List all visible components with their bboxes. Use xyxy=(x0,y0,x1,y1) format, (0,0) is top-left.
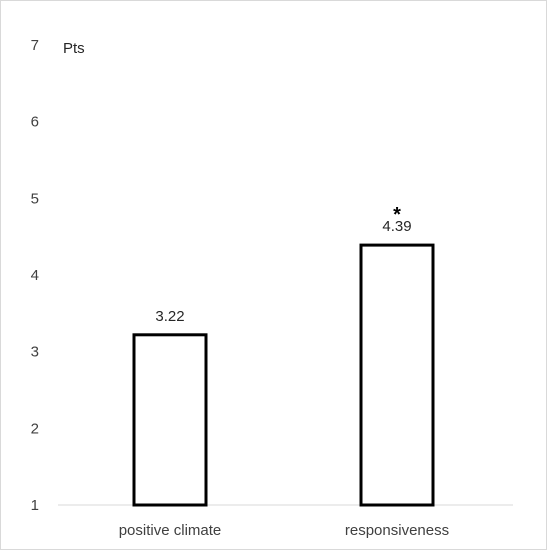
x-category-label: responsiveness xyxy=(345,522,449,539)
y-tick-label: 5 xyxy=(31,190,39,207)
x-category-label: positive climate xyxy=(119,522,222,539)
data-label: 4.39 xyxy=(382,218,411,235)
y-tick-label: 2 xyxy=(31,420,39,437)
y-unit-label: Pts xyxy=(63,40,85,57)
bar-positive-climate xyxy=(132,333,208,507)
significance-asterisk: * xyxy=(393,204,401,226)
data-label: 3.22 xyxy=(155,308,184,325)
y-tick-label: 3 xyxy=(31,344,39,361)
bar-responsiveness xyxy=(359,243,435,507)
y-tick-label: 4 xyxy=(31,267,39,284)
x-axis-categories: positive climate responsiveness xyxy=(119,522,449,539)
y-tick-label: 1 xyxy=(31,497,39,514)
bars xyxy=(132,243,435,507)
y-tick-label: 6 xyxy=(31,114,39,131)
y-axis-ticks: 1 2 3 4 5 6 7 xyxy=(31,37,39,514)
y-tick-label: 7 xyxy=(31,37,39,54)
data-labels: 3.22 4.39* xyxy=(155,204,411,325)
